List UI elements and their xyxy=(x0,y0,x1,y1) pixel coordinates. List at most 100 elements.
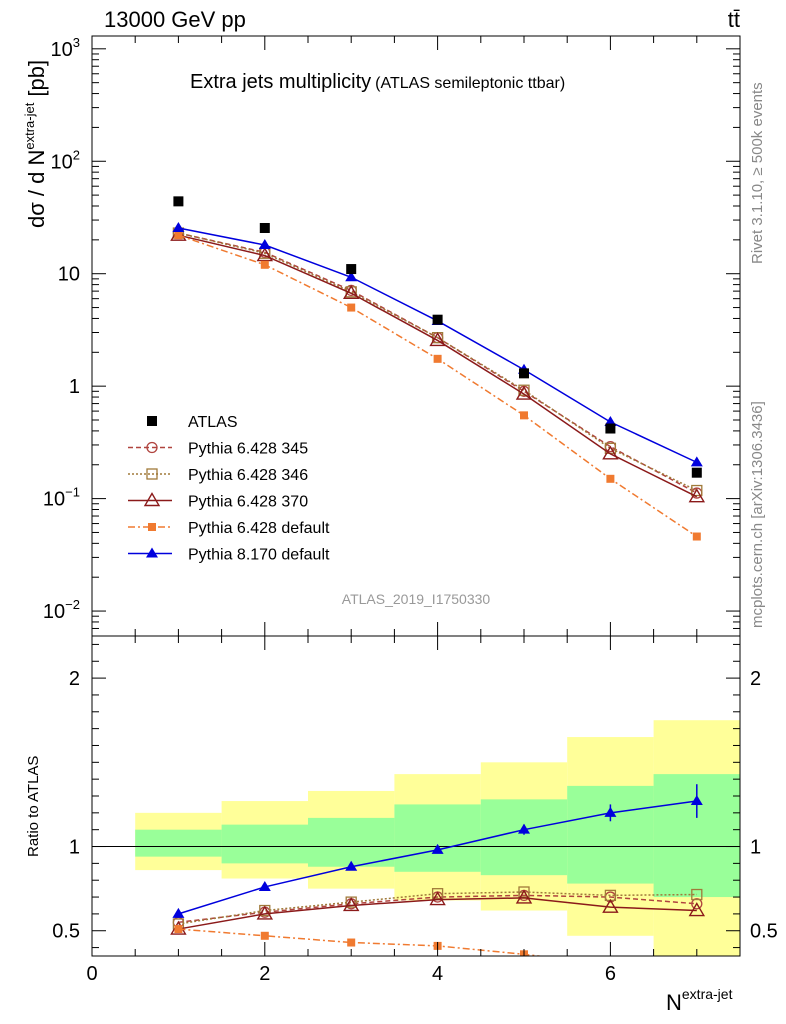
main-ytick-label-base: 10 xyxy=(51,151,73,173)
ratio-series-group xyxy=(172,784,703,918)
legend-marker xyxy=(146,547,158,558)
rivet-version-label: Rivet 3.1.10, ≥ 500k events xyxy=(749,82,766,264)
main-series-line xyxy=(178,232,698,492)
main-title: Extra jets multiplicity (ATLAS semilepton… xyxy=(190,71,565,93)
ratio-series-point xyxy=(258,880,271,891)
analysis-watermark: ATLAS_2019_I1750330 xyxy=(342,591,491,607)
legend-label: Pythia 6.428 345 xyxy=(188,441,308,458)
main-series-point xyxy=(691,484,703,497)
main-ytick-label-base: 10 xyxy=(43,489,65,511)
ratio-series-line xyxy=(178,897,697,930)
legend-label: Pythia 6.428 default xyxy=(188,520,330,537)
ratio-ylabel: Ratio to ATLAS xyxy=(25,756,42,857)
main-ytick-label: 102 xyxy=(51,147,80,173)
ratio-band-inner xyxy=(480,799,568,876)
main-ytick-label: 10−1 xyxy=(43,485,80,511)
atlas-data-group xyxy=(173,196,702,478)
ratio-series-point xyxy=(174,925,183,934)
main-ytick-label-exponent: −1 xyxy=(65,485,80,500)
main-subtitle-text: (ATLAS semileptonic ttbar) xyxy=(375,75,565,92)
ratio-xlabel-text: N xyxy=(666,990,682,1015)
main-series-group xyxy=(172,221,703,467)
main-series-group xyxy=(174,231,701,541)
ratio-ytick-label-left: 1 xyxy=(69,837,80,859)
main-series-point xyxy=(342,284,360,299)
main-series-point xyxy=(174,231,183,240)
main-ytick-label: 1 xyxy=(69,376,80,398)
ratio-series-point xyxy=(431,843,444,854)
ratio-xtick-label: 0 xyxy=(86,963,97,985)
atlas-data-point xyxy=(432,314,443,325)
main-series-line xyxy=(178,234,698,538)
ratio-uncertainty-bands xyxy=(135,720,740,956)
ratio-series-point xyxy=(690,795,703,806)
ratio-ytick-label-right: 2 xyxy=(750,668,761,690)
ratio-band-inner xyxy=(135,829,222,857)
ratio-series-point xyxy=(691,898,703,910)
main-title-text: Extra jets multiplicity xyxy=(190,71,371,93)
main-series-point xyxy=(515,385,533,400)
ratio-series-point xyxy=(256,905,274,920)
main-series xyxy=(170,196,706,541)
ratio-ytick-label-left: 0.5 xyxy=(52,921,80,943)
ratio-series-point xyxy=(693,967,701,975)
ratio-series-point xyxy=(172,907,185,918)
legend-marker xyxy=(148,523,156,531)
atlas-data-point xyxy=(605,423,616,434)
main-series-point xyxy=(347,303,356,312)
main-ytick-label-base: 10 xyxy=(43,601,65,623)
ratio-series-point xyxy=(345,860,358,871)
ratio-series-point xyxy=(342,897,360,912)
ratio-xtick-labels: 0 2 4 6 xyxy=(86,963,616,985)
legend-marker xyxy=(143,492,161,507)
main-ytick-label-base: 10 xyxy=(58,264,80,286)
main-ytick-label: 10 xyxy=(58,264,80,286)
main-ylabel: dσ / d Nextra-jet [pb] xyxy=(22,60,49,228)
main-series-point xyxy=(429,332,446,347)
ratio-xtick-label: 4 xyxy=(432,963,443,985)
legend-marker xyxy=(146,441,158,454)
legend-label: Pythia 8.170 default xyxy=(188,547,330,564)
main-series-group xyxy=(170,226,706,503)
main-ytick-label-base: 10 xyxy=(51,39,73,61)
legend-marker xyxy=(146,468,158,480)
main-series-point xyxy=(602,445,619,460)
ratio-band-inner xyxy=(394,804,481,872)
ratio-ytick-label-left: 2 xyxy=(69,668,80,690)
main-ytick-label-exponent: 3 xyxy=(73,35,80,50)
ratio-xtick-label: 2 xyxy=(259,963,270,985)
mcplots-label: mcplots.cern.ch [arXiv:1306.3436] xyxy=(749,401,766,628)
ratio-panel: 2 2 1 1 0.5 0.5 0 2 4 6 Ratio to ATLAS Nextra-je… xyxy=(25,635,778,1015)
ratio-ticks xyxy=(91,636,741,956)
ratio-series-point xyxy=(602,898,619,913)
main-series-point xyxy=(172,221,185,232)
ratio-series-point xyxy=(431,888,444,900)
main-series-point xyxy=(256,247,274,262)
ratio-xlabel-sup: extra-jet xyxy=(682,986,733,1002)
legend-label: ATLAS xyxy=(188,414,238,431)
ratio-series-point xyxy=(604,806,617,817)
header-process-symbol: tt̄ xyxy=(728,7,740,32)
main-ylabel-text: dσ / d N xyxy=(24,150,49,228)
ratio-ytick-label-right: 1 xyxy=(750,837,761,859)
main-ytick-label-exponent: −2 xyxy=(65,597,80,612)
ratio-series-point xyxy=(518,886,530,898)
main-series-point xyxy=(690,456,703,467)
main-series-point xyxy=(433,354,442,363)
main-ticks xyxy=(91,36,741,637)
ratio-band-inner xyxy=(567,785,654,884)
main-ytick-label: 10−2 xyxy=(43,597,80,623)
ratio-xtick-label: 6 xyxy=(605,963,616,985)
ratio-series-line xyxy=(178,894,697,924)
ratio-ytick-label-right: 0.5 xyxy=(750,921,778,943)
ratio-series-point xyxy=(518,823,530,834)
ratio-series-point xyxy=(347,938,356,947)
atlas-data-point xyxy=(691,467,702,478)
legend-label: Pythia 6.428 370 xyxy=(188,494,308,511)
main-ylabel-unit: [pb] xyxy=(24,60,49,97)
ratio-ytick-labels: 2 2 1 1 0.5 0.5 xyxy=(52,668,778,943)
atlas-data-point xyxy=(173,196,184,207)
